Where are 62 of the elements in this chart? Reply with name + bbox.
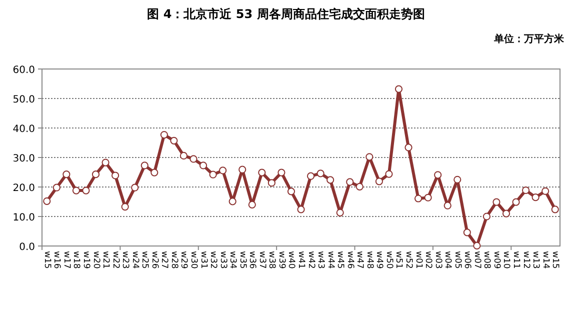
x-tick-label: w42 [306,251,316,269]
x-tick-label: w35 [237,251,248,269]
x-tick-label: w43 [316,251,326,269]
x-tick-label: w47 [354,251,365,269]
y-tick-label: 0.0 [19,242,35,253]
x-tick-label: w24 [130,251,140,269]
y-tick-label: 40.0 [12,124,35,135]
x-tick-label: w29 [178,251,189,269]
x-tick-label: w18 [71,251,82,269]
x-tick-label: w11 [511,251,522,269]
x-tick-label: w21 [100,251,111,269]
x-tick-label: w19 [80,251,91,269]
x-tick-label: w26 [149,251,160,269]
x-tick-label: w08 [482,251,492,269]
x-tick-label: w28 [168,251,179,269]
x-tick-label: w40 [286,251,296,269]
x-tick-label: w39 [276,251,286,269]
x-tick-label: w13 [530,251,541,269]
x-tick-label: w05 [452,251,462,269]
x-tick-label: w22 [110,251,120,269]
x-tick-label: w17 [61,251,72,269]
x-tick-label: w06 [462,251,472,269]
y-tick-label: 30.0 [12,154,35,164]
x-tick-label: w50 [384,251,394,269]
x-tick-label: w38 [266,251,277,269]
x-tick-label: w45 [335,251,346,269]
x-tick-label: w09 [491,251,502,269]
x-tick-label: w33 [218,251,228,269]
x-tick-label: w30 [188,251,198,269]
x-tick-label: w12 [520,251,531,269]
y-axis-title: 单位：万平方米 [493,33,565,45]
x-tick-label: w41 [296,251,306,269]
y-tick-label: 60.0 [12,65,35,76]
x-tick-label: w36 [247,251,258,269]
x-tick-label: w01 [413,251,424,269]
x-tick-label: w51 [394,251,404,269]
x-tick-label: w15 [42,251,52,269]
x-tick-label: w48 [364,251,374,269]
x-tick-label: w32 [208,251,218,269]
x-tick-label: w15 [550,251,560,269]
x-tick-label: w02 [423,251,434,269]
x-tick-label: w20 [90,251,101,269]
chart-title: 图 4：北京市近 53 周各周商品住宅成交面积走势图 [147,7,425,21]
x-tick-label: w52 [404,251,414,269]
x-tick-label: w37 [256,251,267,269]
x-tick-label: w27 [159,251,170,269]
x-tick-label: w34 [228,251,238,269]
x-tick-label: w31 [198,251,208,269]
x-tick-label: w10 [501,251,512,269]
x-tick-label: w44 [325,251,336,269]
x-tick-label: w49 [374,251,384,269]
x-tick-label: w03 [432,251,443,269]
x-tick-label: w16 [52,251,62,269]
x-tick-label: w07 [472,251,482,269]
x-tick-label: w46 [344,251,355,269]
x-tick-label: w25 [140,251,150,269]
y-tick-label: 10.0 [12,212,35,224]
y-tick-label: 50.0 [12,94,35,106]
x-tick-label: w23 [120,251,130,269]
x-tick-label: w04 [442,251,453,269]
x-tick-label: w14 [540,251,550,269]
y-tick-label: 20.0 [12,183,35,194]
